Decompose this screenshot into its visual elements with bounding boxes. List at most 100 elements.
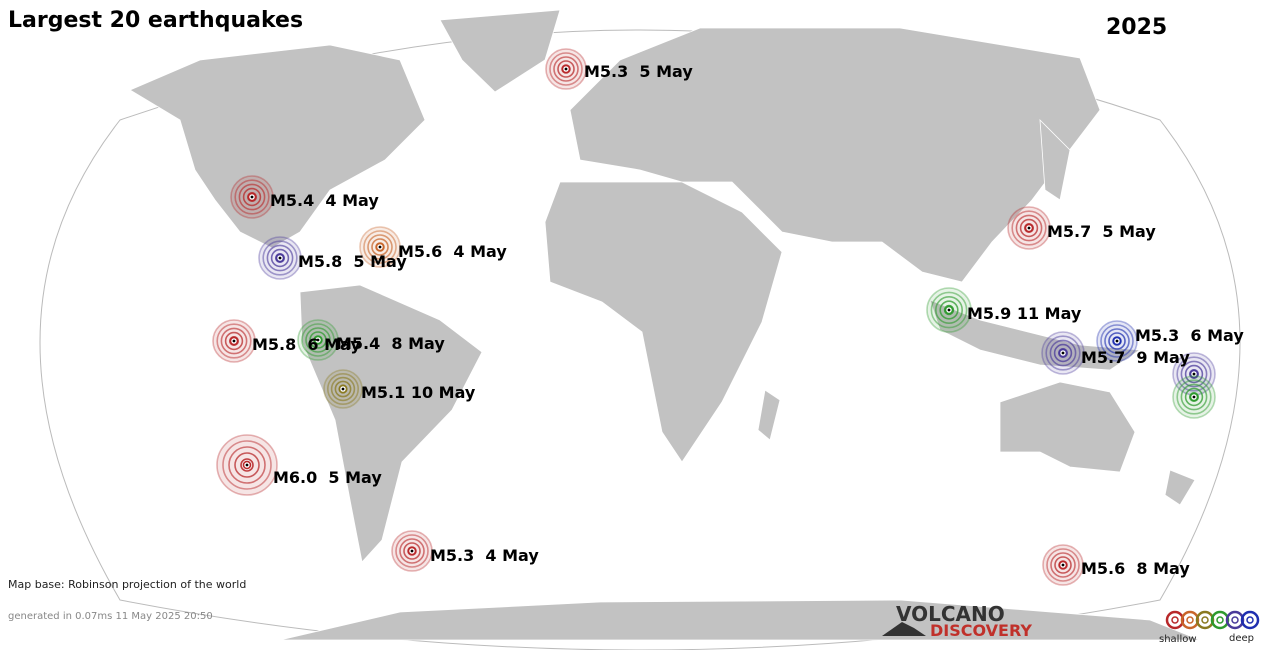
quake-label: M5.7 5 May: [1047, 222, 1156, 241]
generated-note: generated in 0.07ms 11 May 2025 20:50: [8, 611, 213, 622]
marker-dot: [1061, 351, 1065, 355]
marker-ring: [309, 331, 327, 349]
marker-ring: [1104, 328, 1130, 354]
marker-ring: [359, 226, 401, 268]
quake-label: M5.4 4 May: [270, 191, 379, 210]
marker-dot: [378, 245, 382, 249]
marker-ring: [224, 331, 244, 351]
marker-dot: [564, 67, 568, 71]
marker-ring: [934, 295, 963, 324]
legend-ring: [1240, 610, 1260, 630]
marker-ring: [1050, 552, 1076, 578]
marker-ring: [326, 372, 359, 405]
marker-ring: [1045, 335, 1081, 371]
marker-ring: [1096, 320, 1138, 362]
quake-marker: [323, 369, 363, 409]
quake-marker: [926, 287, 972, 333]
legend-core: [1246, 616, 1254, 624]
marker-ring: [234, 179, 270, 215]
marker-ring: [1053, 343, 1073, 363]
marker-ring: [238, 183, 266, 211]
legend-shallow: shallow: [1159, 634, 1197, 645]
quake-marker: [1096, 320, 1138, 362]
marker-ring: [1176, 379, 1212, 415]
marker-ring: [399, 538, 425, 564]
marker-ring: [1184, 387, 1204, 407]
quake-label: M5.6 4 May: [398, 242, 507, 261]
marker-ring: [330, 376, 356, 402]
marker-ring: [216, 434, 278, 496]
marker-ring: [549, 52, 583, 86]
logo-line1: VOLCANO: [896, 602, 1005, 626]
marker-dot: [232, 339, 236, 343]
marker-ring: [220, 327, 248, 355]
marker-ring: [262, 240, 298, 276]
marker-ring: [1172, 375, 1216, 419]
marker-dot: [1192, 395, 1196, 399]
marker-ring: [930, 291, 968, 329]
marker-ring: [1046, 548, 1080, 582]
legend-core: [1171, 616, 1179, 624]
marker-ring: [323, 369, 363, 409]
marker-dot: [341, 387, 345, 391]
marker-ring: [1100, 324, 1134, 358]
marker-ring: [1054, 556, 1072, 574]
marker-ring: [240, 458, 254, 472]
marker-ring: [234, 452, 260, 478]
legend-core: [1186, 616, 1194, 624]
quake-marker: [391, 530, 433, 572]
marker-ring: [270, 248, 290, 268]
land: [129, 9, 1201, 641]
quake-marker: [1007, 206, 1051, 250]
legend-core: [1231, 616, 1239, 624]
quake-label: M5.7 9 May: [1081, 348, 1190, 367]
marker-ring: [939, 300, 959, 320]
marker-ring: [395, 534, 429, 568]
quake-marker: [1041, 331, 1085, 375]
marker-ring: [266, 244, 294, 272]
marker-dot: [410, 549, 414, 553]
quake-marker: [1172, 352, 1216, 396]
year: 2025: [1106, 15, 1167, 40]
marker-ring: [926, 287, 972, 333]
logo-icon: [882, 622, 926, 636]
marker-ring: [943, 304, 955, 316]
marker-dot: [245, 463, 249, 467]
quake-label: M5.6 8 May: [1081, 559, 1190, 578]
marker-dot: [1115, 339, 1119, 343]
marker-ring: [1049, 339, 1077, 367]
marker-ring: [305, 327, 331, 353]
marker-ring: [297, 319, 339, 361]
marker-ring: [334, 380, 352, 398]
quake-label: M5.3 5 May: [584, 62, 693, 81]
quake-marker: [212, 319, 256, 363]
quake-label: M5.3 6 May: [1135, 326, 1244, 345]
legend-deep: deep: [1229, 633, 1254, 644]
quake-label: M5.8 5 May: [298, 252, 407, 271]
marker-ring: [216, 323, 252, 359]
marker-dot: [316, 338, 320, 342]
marker-ring: [1108, 332, 1126, 350]
marker-ring: [1007, 206, 1051, 250]
quake-label: M5.8 6 May: [252, 335, 361, 354]
marker-ring: [1041, 331, 1085, 375]
quake-marker: [1042, 544, 1084, 586]
marker-ring: [258, 236, 302, 280]
marker-ring: [391, 530, 433, 572]
marker-ring: [242, 187, 262, 207]
depth-legend: [1165, 610, 1260, 630]
marker-ring: [1184, 364, 1204, 384]
marker-ring: [230, 175, 274, 219]
quake-marker: [297, 319, 339, 361]
quake-marker: [230, 175, 274, 219]
marker-ring: [301, 323, 335, 357]
marker-ring: [222, 440, 272, 490]
quake-marker: [1172, 375, 1216, 419]
quake-label: M5.4 8 May: [336, 334, 445, 353]
marker-ring: [212, 319, 256, 363]
quake-marker: [359, 226, 401, 268]
marker-ring: [1019, 218, 1039, 238]
quake-label: M6.0 5 May: [273, 468, 382, 487]
legend-core: [1216, 616, 1224, 624]
